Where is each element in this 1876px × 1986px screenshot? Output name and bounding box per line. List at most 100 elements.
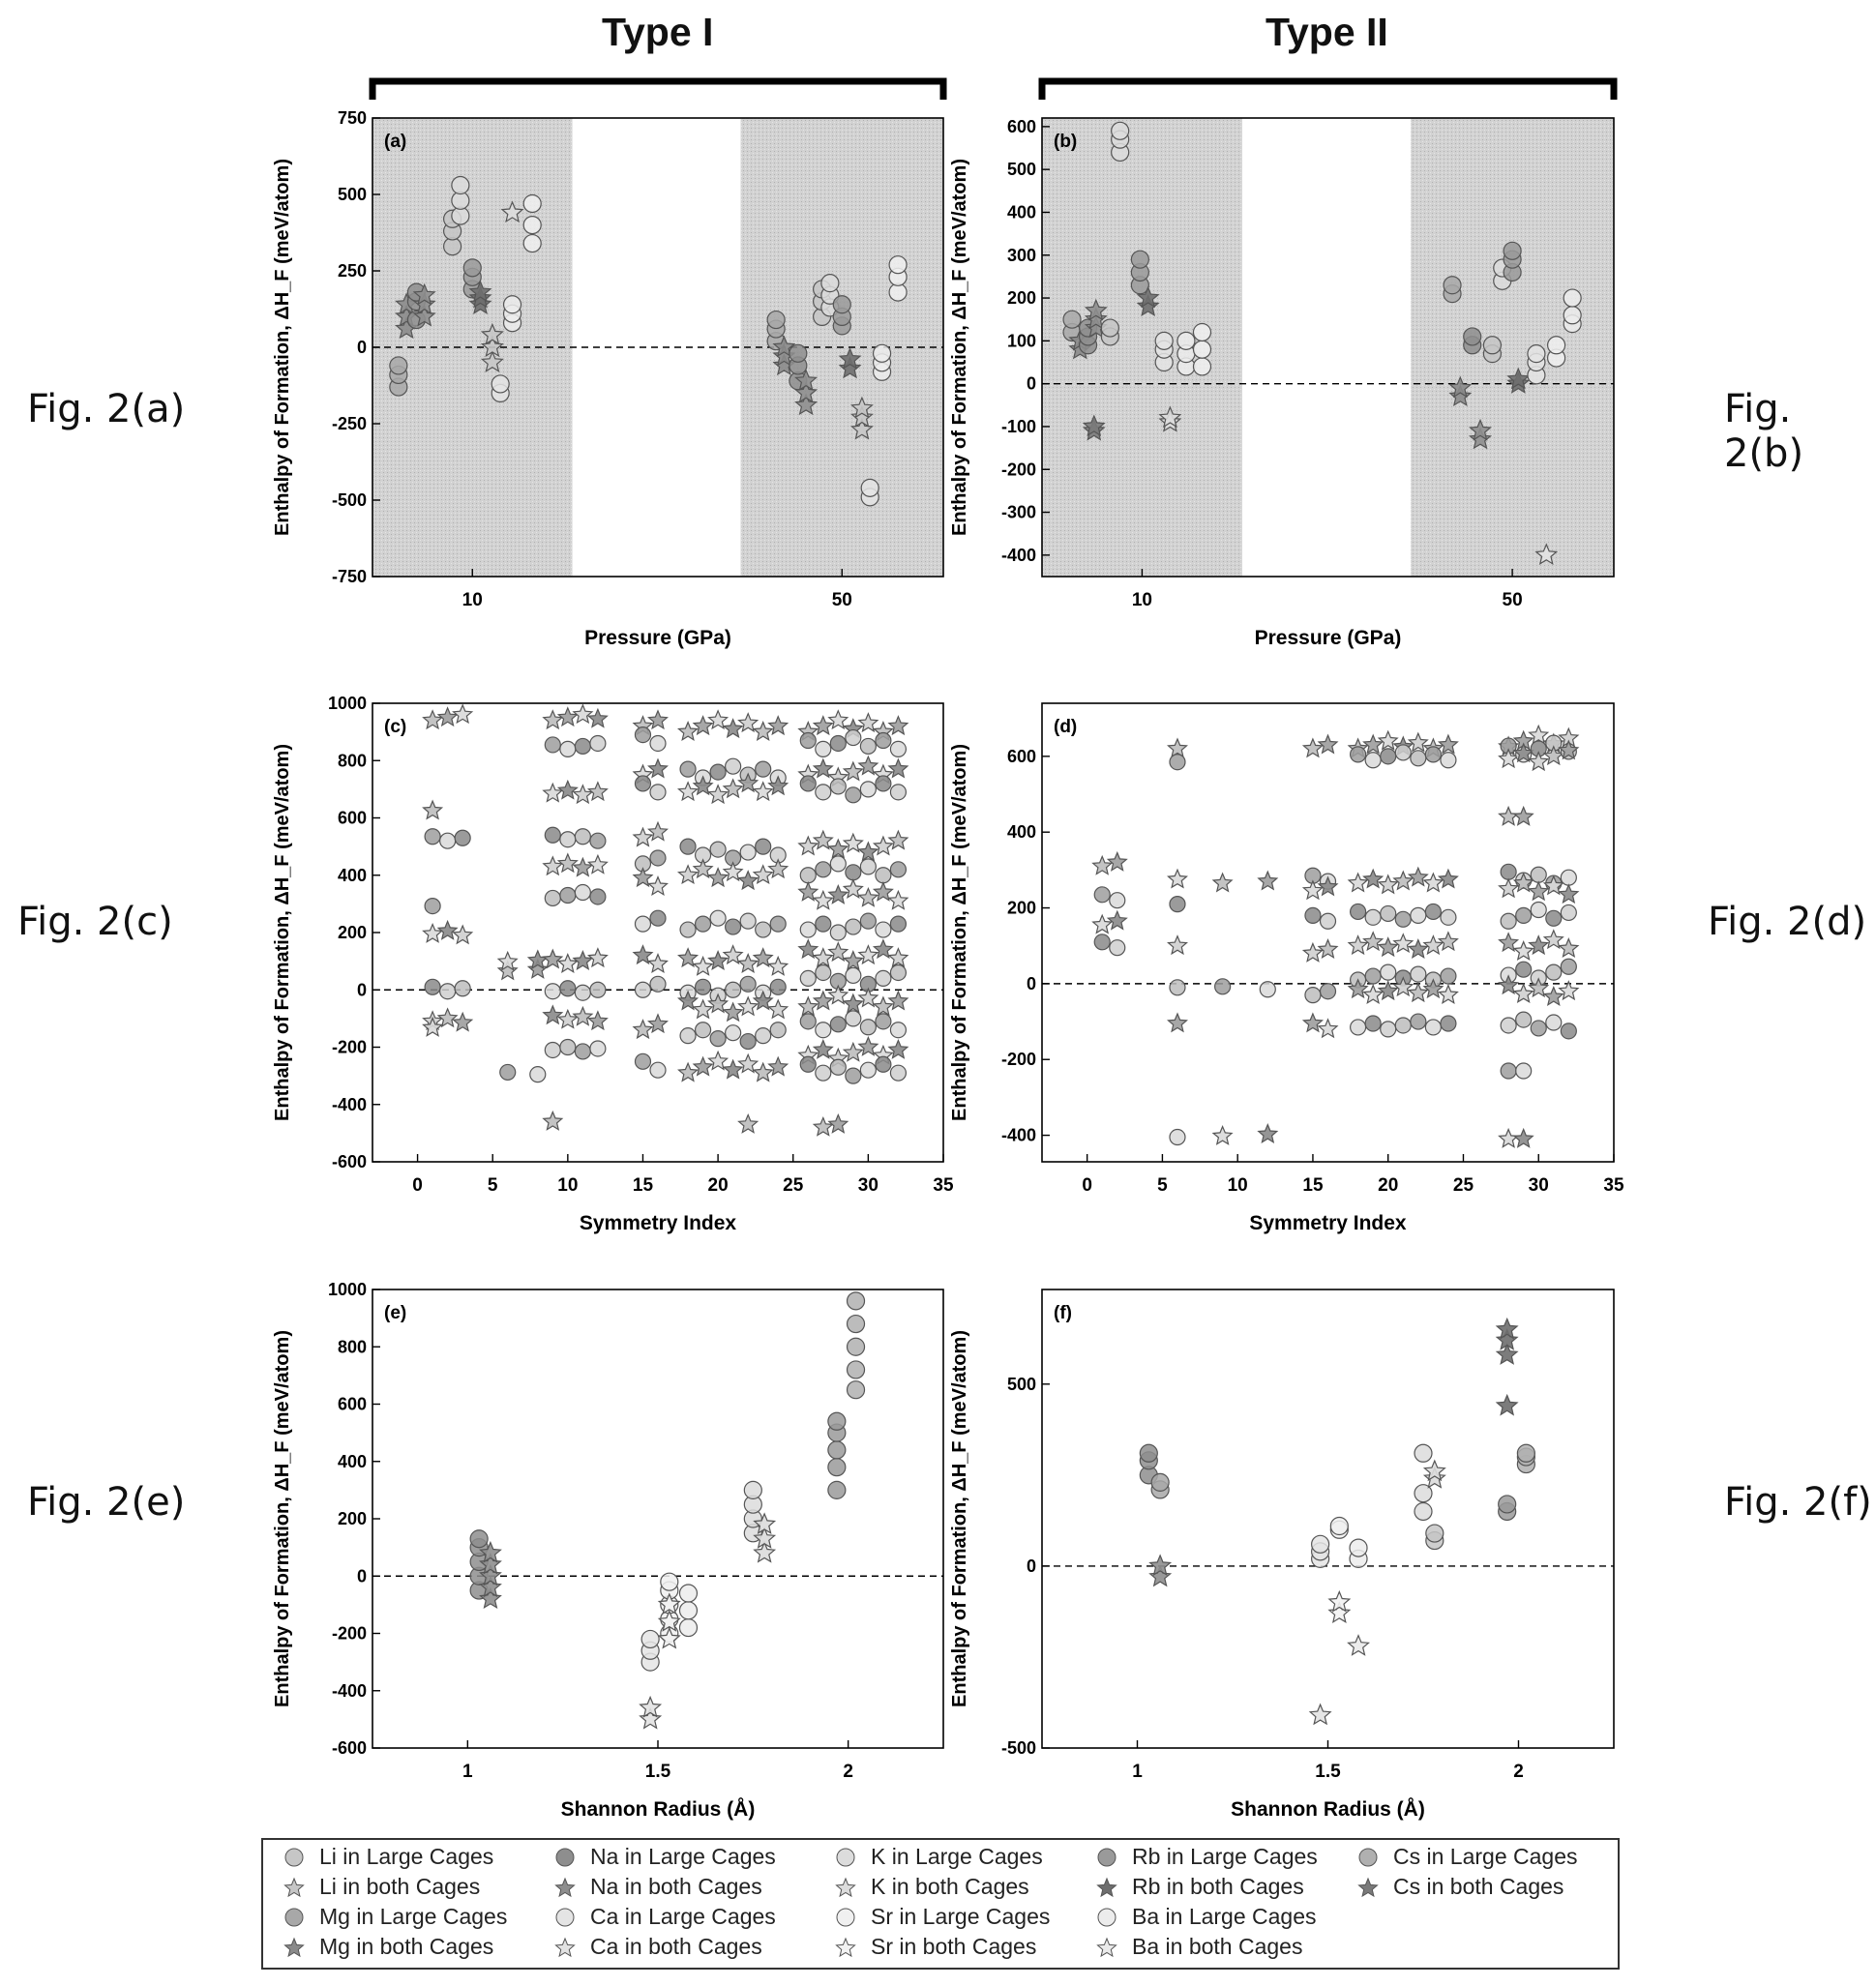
y-tick-label: -500 bbox=[1001, 1738, 1036, 1758]
data-point bbox=[860, 478, 879, 497]
data-point bbox=[1362, 733, 1385, 755]
data-point bbox=[1082, 414, 1106, 437]
y-tick-label: 0 bbox=[1027, 974, 1036, 993]
panel-f: -500 0 500 1 1.5 2 (f) Shannon Radius (Å) Enthal… bbox=[949, 1289, 1615, 1821]
panel-tag: (b) bbox=[1054, 132, 1077, 152]
data-point bbox=[1560, 904, 1577, 922]
y-tick-label: -200 bbox=[332, 1624, 367, 1644]
y-tick-label: -300 bbox=[1001, 503, 1036, 522]
data-point bbox=[888, 255, 908, 275]
shaded-region bbox=[1411, 118, 1614, 577]
data-point bbox=[436, 706, 459, 727]
data-point bbox=[1448, 375, 1473, 399]
data-point bbox=[753, 1512, 777, 1535]
plot-frame bbox=[1041, 117, 1615, 578]
data-point bbox=[639, 1706, 663, 1730]
data-point bbox=[692, 955, 714, 976]
data-point bbox=[1500, 1017, 1517, 1034]
data-point bbox=[1109, 939, 1126, 957]
data-point bbox=[1422, 978, 1444, 999]
data-point bbox=[556, 953, 579, 973]
plot-frame bbox=[1041, 1289, 1615, 1749]
data-point bbox=[676, 864, 700, 885]
data-point bbox=[1545, 909, 1563, 927]
data-point bbox=[875, 1055, 892, 1073]
data-point bbox=[572, 1005, 594, 1026]
data-point bbox=[422, 1016, 444, 1037]
data-point bbox=[1424, 746, 1442, 763]
data-point bbox=[769, 978, 787, 995]
data-point bbox=[1377, 874, 1399, 895]
data-point bbox=[753, 1527, 777, 1549]
y-tick-label: 750 bbox=[338, 108, 367, 128]
data-point bbox=[1558, 937, 1580, 958]
data-point bbox=[1091, 854, 1114, 875]
x-tick-label: 15 bbox=[1302, 1175, 1324, 1196]
data-point bbox=[692, 715, 714, 736]
data-point bbox=[454, 980, 471, 997]
data-point bbox=[522, 216, 542, 235]
fig-label-c: Fig. 2(c) bbox=[17, 900, 173, 944]
data-point bbox=[1545, 963, 1563, 981]
fig-label-b: Fig. 2(b) bbox=[1724, 387, 1804, 476]
data-point bbox=[640, 1629, 660, 1649]
data-point bbox=[1304, 987, 1322, 1004]
data-point bbox=[678, 1584, 699, 1603]
data-point bbox=[1407, 731, 1429, 753]
data-point bbox=[454, 829, 471, 846]
y-tick-label: -600 bbox=[332, 1152, 367, 1171]
data-point bbox=[1437, 868, 1459, 889]
data-point bbox=[815, 861, 832, 878]
legend-label: Mg in Large Cages bbox=[319, 1904, 508, 1929]
y-tick-label: 250 bbox=[338, 261, 367, 281]
data-point bbox=[1167, 1012, 1188, 1033]
data-point bbox=[542, 1110, 564, 1131]
x-tick-label: 10 bbox=[557, 1175, 578, 1196]
data-point bbox=[850, 417, 874, 440]
panel-tag: (a) bbox=[384, 132, 406, 152]
data-point bbox=[1301, 737, 1325, 758]
x-axis-label: Shannon Radius (Å) bbox=[1231, 1797, 1425, 1821]
data-point bbox=[769, 915, 787, 933]
legend-star-icon bbox=[835, 1877, 856, 1897]
data-point bbox=[1350, 1019, 1367, 1036]
y-tick-label: -100 bbox=[1001, 417, 1036, 436]
legend-item: Mg in both Cages bbox=[283, 1934, 493, 1960]
data-point bbox=[574, 828, 591, 845]
data-point bbox=[542, 782, 564, 803]
legend-item: Li in both Cages bbox=[283, 1874, 480, 1900]
data-point bbox=[1093, 934, 1111, 951]
legend-label: Li in Large Cages bbox=[319, 1844, 494, 1869]
x-tick-label: 0 bbox=[1082, 1175, 1092, 1196]
data-point bbox=[752, 990, 774, 1011]
legend: Li in Large Cages Na in Large Cages K in L… bbox=[261, 1838, 1620, 1970]
data-point bbox=[1560, 958, 1577, 975]
data-point bbox=[842, 878, 864, 899]
x-tick-label: 1.5 bbox=[645, 1762, 671, 1782]
data-point bbox=[859, 1061, 877, 1079]
data-point bbox=[586, 853, 609, 874]
data-point bbox=[1495, 1317, 1519, 1340]
data-point bbox=[1380, 904, 1397, 923]
data-point bbox=[812, 1038, 834, 1059]
legend-label: K in both Cages bbox=[871, 1874, 1029, 1899]
data-point bbox=[1407, 938, 1429, 959]
data-point bbox=[574, 737, 591, 756]
data-point bbox=[812, 1115, 834, 1137]
y-tick-label: 800 bbox=[338, 751, 367, 770]
panel-e: -600 -400 -200 0 200 400 600 800 1000 1 1.5 2 (e) Sha… bbox=[272, 1280, 944, 1821]
plot-frame bbox=[372, 1289, 944, 1749]
data-point bbox=[452, 1011, 474, 1032]
data-point bbox=[572, 950, 594, 970]
legend-label: Li in both Cages bbox=[319, 1874, 481, 1899]
y-tick-label: 1000 bbox=[328, 1280, 367, 1299]
y-tick-label: -250 bbox=[332, 414, 367, 433]
data-point bbox=[1169, 896, 1186, 913]
data-point bbox=[799, 1013, 817, 1030]
x-tick-label: 5 bbox=[1157, 1175, 1168, 1196]
y-axis-label: Enthalpy of Formation, ΔH_F (meV/atom) bbox=[949, 1330, 970, 1707]
data-point bbox=[887, 757, 909, 779]
data-point bbox=[1534, 543, 1559, 565]
data-point bbox=[1500, 863, 1517, 880]
data-point bbox=[799, 969, 817, 988]
